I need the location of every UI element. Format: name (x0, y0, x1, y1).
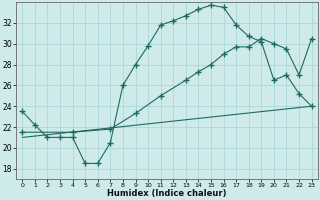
X-axis label: Humidex (Indice chaleur): Humidex (Indice chaleur) (107, 189, 227, 198)
